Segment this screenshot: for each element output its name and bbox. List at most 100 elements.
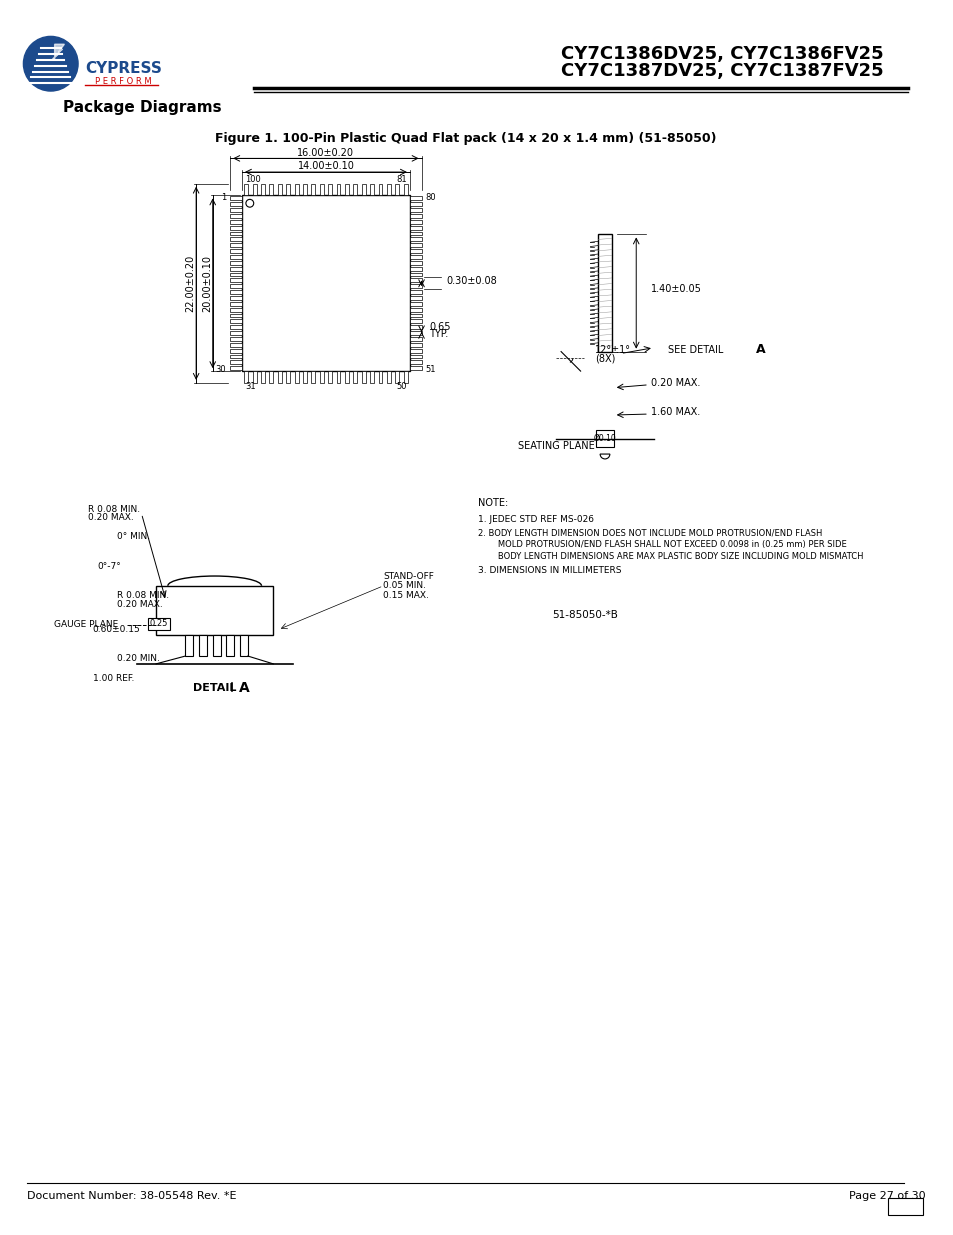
Text: GAUGE PLANE: GAUGE PLANE xyxy=(53,620,118,630)
Bar xyxy=(378,184,382,195)
Bar xyxy=(361,370,365,383)
Bar xyxy=(403,184,407,195)
Text: 1.60 MAX.: 1.60 MAX. xyxy=(650,408,700,417)
Text: 16.00±0.20: 16.00±0.20 xyxy=(297,147,355,158)
Text: 22.00±0.20: 22.00±0.20 xyxy=(185,254,195,312)
Text: 1.40±0.05: 1.40±0.05 xyxy=(650,284,701,294)
Bar xyxy=(230,301,242,306)
Bar xyxy=(230,273,242,277)
Bar xyxy=(410,296,421,300)
Bar xyxy=(410,278,421,283)
Bar xyxy=(410,301,421,306)
Bar xyxy=(230,243,242,247)
Text: 51-85050-*B: 51-85050-*B xyxy=(552,610,618,620)
Bar xyxy=(403,370,407,383)
Bar xyxy=(244,184,248,195)
Text: 51: 51 xyxy=(425,364,436,374)
Text: 20.00±0.10: 20.00±0.10 xyxy=(202,254,212,311)
Bar xyxy=(410,331,421,335)
Bar xyxy=(410,254,421,259)
Bar xyxy=(230,331,242,335)
Text: 0.20 MAX.: 0.20 MAX. xyxy=(117,600,163,609)
Wedge shape xyxy=(599,454,609,459)
Bar xyxy=(244,370,248,383)
Bar xyxy=(261,370,265,383)
Bar xyxy=(230,343,242,347)
Text: STAND-OFF: STAND-OFF xyxy=(383,572,434,580)
Bar xyxy=(230,354,242,358)
Text: 1: 1 xyxy=(221,193,226,201)
Bar xyxy=(253,184,256,195)
Bar xyxy=(410,308,421,311)
Bar xyxy=(269,184,274,195)
Bar xyxy=(230,337,242,341)
Bar xyxy=(230,226,242,230)
Bar xyxy=(303,184,307,195)
Bar xyxy=(328,184,332,195)
Bar xyxy=(230,209,242,212)
Text: Figure 1. 100-Pin Plastic Quad Flat pack (14 x 20 x 1.4 mm) (51-85050): Figure 1. 100-Pin Plastic Quad Flat pack… xyxy=(214,132,716,146)
Bar xyxy=(230,237,242,241)
Polygon shape xyxy=(52,44,65,59)
Bar xyxy=(596,430,613,447)
Text: 14.00±0.10: 14.00±0.10 xyxy=(297,162,354,172)
Text: 0.60±0.15: 0.60±0.15 xyxy=(92,625,140,635)
Text: 1.00 REF.: 1.00 REF. xyxy=(92,674,134,683)
Bar xyxy=(410,214,421,217)
Bar xyxy=(370,184,374,195)
Bar xyxy=(277,370,281,383)
Text: 3. DIMENSIONS IN MILLIMETERS: 3. DIMENSIONS IN MILLIMETERS xyxy=(477,566,621,574)
Text: SEE DETAIL: SEE DETAIL xyxy=(668,345,723,354)
Text: 0.20 MAX.: 0.20 MAX. xyxy=(88,513,133,522)
Bar xyxy=(230,296,242,300)
Text: 50: 50 xyxy=(396,382,407,391)
Bar xyxy=(328,370,332,383)
Bar xyxy=(410,267,421,270)
Bar xyxy=(410,361,421,364)
Bar xyxy=(226,635,233,656)
Bar xyxy=(410,273,421,277)
Bar xyxy=(410,196,421,200)
Bar xyxy=(410,261,421,264)
Bar xyxy=(410,325,421,330)
Bar xyxy=(185,635,193,656)
Bar xyxy=(240,635,248,656)
Bar xyxy=(345,184,349,195)
Bar xyxy=(353,370,356,383)
Text: DETAIL: DETAIL xyxy=(193,683,236,693)
Bar xyxy=(294,184,298,195)
Bar xyxy=(230,290,242,294)
Text: 31: 31 xyxy=(245,382,255,391)
Text: SEATING PLANE: SEATING PLANE xyxy=(517,441,594,451)
Text: CY7C1386DV25, CY7C1386FV25: CY7C1386DV25, CY7C1386FV25 xyxy=(560,44,882,63)
Bar xyxy=(311,184,314,195)
Text: Page 27 of 30: Page 27 of 30 xyxy=(848,1191,924,1200)
Text: 81: 81 xyxy=(395,175,407,184)
Text: 80: 80 xyxy=(425,193,436,201)
Text: A: A xyxy=(756,343,765,356)
Bar xyxy=(230,320,242,324)
Text: 30: 30 xyxy=(215,364,226,374)
Text: 12°±1°: 12°±1° xyxy=(595,345,631,354)
Bar xyxy=(230,261,242,264)
Bar xyxy=(387,184,391,195)
Bar xyxy=(387,370,391,383)
Bar xyxy=(410,290,421,294)
Text: Ø0.10: Ø0.10 xyxy=(593,433,616,443)
Text: 0°-7°: 0°-7° xyxy=(97,562,121,571)
Text: TYP.: TYP. xyxy=(429,329,448,340)
Text: A: A xyxy=(238,682,249,695)
Bar xyxy=(410,209,421,212)
Bar xyxy=(353,184,356,195)
Bar xyxy=(261,184,265,195)
Bar xyxy=(410,237,421,241)
Text: 0.25: 0.25 xyxy=(150,619,168,629)
Bar xyxy=(410,284,421,288)
Bar xyxy=(410,354,421,358)
Bar xyxy=(361,184,365,195)
Bar xyxy=(410,320,421,324)
Bar xyxy=(410,367,421,370)
Bar xyxy=(311,370,314,383)
Bar xyxy=(378,370,382,383)
Text: BODY LENGTH DIMENSIONS ARE MAX PLASTIC BODY SIZE INCLUDING MOLD MISMATCH: BODY LENGTH DIMENSIONS ARE MAX PLASTIC B… xyxy=(489,552,862,561)
